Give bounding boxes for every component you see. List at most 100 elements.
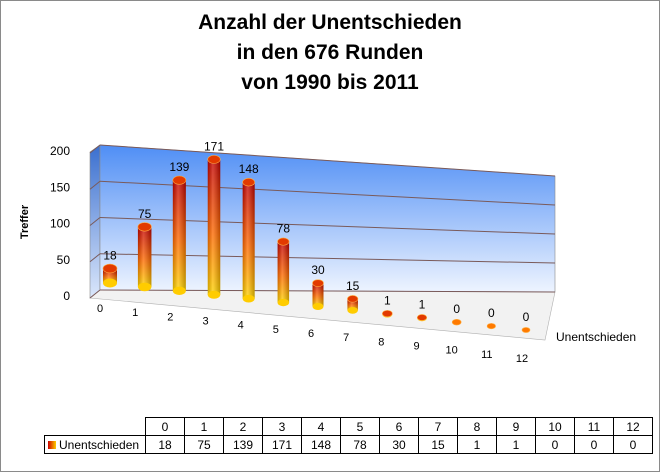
- bar-base: [277, 298, 290, 307]
- bar-top: [172, 175, 187, 185]
- data-label: 148: [239, 162, 259, 176]
- bar-top: [382, 310, 393, 318]
- data-label: 15: [346, 279, 360, 293]
- bar-shading: [277, 241, 290, 303]
- title-line-3: von 1990 bis 2011: [241, 71, 419, 94]
- bar: [347, 295, 359, 314]
- title-line-2: in den 676 Runden: [236, 41, 424, 64]
- y-tick-label: 0: [63, 289, 70, 303]
- bar: [277, 237, 290, 307]
- bar-shading: [207, 159, 221, 295]
- bar-top: [242, 178, 255, 187]
- table-header-cell: 4: [301, 417, 341, 436]
- data-label: 0: [453, 302, 460, 316]
- bar: [242, 178, 255, 303]
- x-tick-label: 3: [202, 316, 208, 328]
- data-table-value-row: Unentschieden 18 75 139 171 148 78 30 15…: [44, 435, 653, 454]
- bar-top: [521, 327, 531, 333]
- gridline-side: [89, 144, 101, 154]
- bar-base: [347, 307, 358, 314]
- x-tick-label: 12: [516, 353, 528, 365]
- title-line-1: Anzahl der Unentschieden: [198, 11, 462, 34]
- table-row-label: Unentschieden: [44, 435, 146, 454]
- bar: [521, 327, 531, 333]
- bar-shading: [312, 283, 324, 307]
- y-tick-label: 200: [50, 144, 70, 158]
- y-tick-label: 100: [50, 217, 70, 231]
- table-value-cell: 171: [262, 435, 302, 454]
- table-value-cell: 15: [418, 435, 458, 454]
- legend-swatch-icon: [48, 441, 56, 450]
- table-corner: [44, 417, 146, 436]
- table-value-cell: 0: [613, 435, 653, 454]
- y-tick-label: 150: [50, 180, 70, 194]
- x-tick-label: 0: [97, 303, 103, 315]
- table-header-cell: 9: [496, 417, 536, 436]
- table-value-cell: 139: [223, 435, 263, 454]
- bar-shading: [172, 180, 186, 291]
- data-label: 75: [138, 207, 152, 221]
- gridline-side: [89, 217, 101, 226]
- data-label: 18: [103, 248, 117, 262]
- bar: [451, 318, 462, 326]
- back-wall: [99, 144, 556, 293]
- table-header-cell: 3: [262, 417, 302, 436]
- table-value-cell: 1: [457, 435, 497, 454]
- x-tick-label: 11: [481, 349, 492, 361]
- x-tick-label: 5: [273, 324, 279, 336]
- gridline: [99, 144, 556, 177]
- bar-top: [277, 237, 290, 246]
- data-table-header-row: 0 1 2 3 4 5 6 7 8 9 10 11 12: [44, 417, 653, 436]
- table-value-cell: 18: [145, 435, 185, 454]
- data-label: 1: [419, 297, 426, 311]
- bar: [172, 175, 187, 295]
- x-tick-label: 6: [308, 328, 314, 340]
- table-header-cell: 0: [145, 417, 185, 436]
- bar-base: [207, 290, 221, 299]
- bar-base: [137, 282, 152, 292]
- bar-top: [207, 155, 221, 164]
- data-label: 0: [523, 310, 530, 324]
- table-value-cell: 1: [496, 435, 536, 454]
- table-header-cell: 5: [340, 417, 380, 436]
- gridline-side: [89, 180, 101, 190]
- table-value-cell: 0: [535, 435, 575, 454]
- bar-top: [312, 279, 324, 287]
- bar-base: [103, 278, 117, 288]
- bar-base: [242, 294, 255, 303]
- table-value-cell: 148: [301, 435, 341, 454]
- bar-base: [172, 286, 186, 295]
- table-header-cell: 12: [613, 417, 653, 436]
- data-label: 139: [169, 160, 189, 174]
- table-header-cell: 6: [379, 417, 419, 436]
- bar: [382, 310, 393, 318]
- bar-top: [416, 314, 428, 321]
- bar: [207, 155, 221, 299]
- bar-shading: [347, 298, 358, 311]
- x-tick-label: 2: [167, 311, 173, 323]
- x-tick-label: 10: [446, 345, 458, 357]
- x-tick-label: 9: [413, 341, 419, 353]
- table-header-cell: 11: [574, 417, 614, 436]
- y-tick-label: 50: [57, 253, 71, 267]
- data-label: 0: [488, 306, 495, 320]
- table-header-cell: 10: [535, 417, 575, 436]
- bar-shading: [242, 182, 255, 299]
- bar-top: [137, 222, 152, 232]
- gridline-side: [89, 253, 101, 263]
- data-label: 78: [277, 222, 291, 236]
- table-row-label-text: Unentschieden: [59, 437, 140, 452]
- table-header-cell: 1: [184, 417, 224, 436]
- x-tick-label: 1: [132, 307, 138, 319]
- table-header-cell: 8: [457, 417, 497, 436]
- bar-top: [451, 318, 462, 326]
- table-value-cell: 30: [379, 435, 419, 454]
- table-value-cell: 0: [574, 435, 614, 454]
- series-axis-label: Unentschieden: [556, 330, 636, 344]
- bar: [102, 263, 118, 288]
- table-value-cell: 78: [340, 435, 380, 454]
- y-axis-label: Treffer: [19, 204, 31, 239]
- bar: [416, 314, 428, 322]
- data-table: 0 1 2 3 4 5 6 7 8 9 10 11 12 Unentschied…: [44, 417, 653, 454]
- bar: [312, 279, 324, 311]
